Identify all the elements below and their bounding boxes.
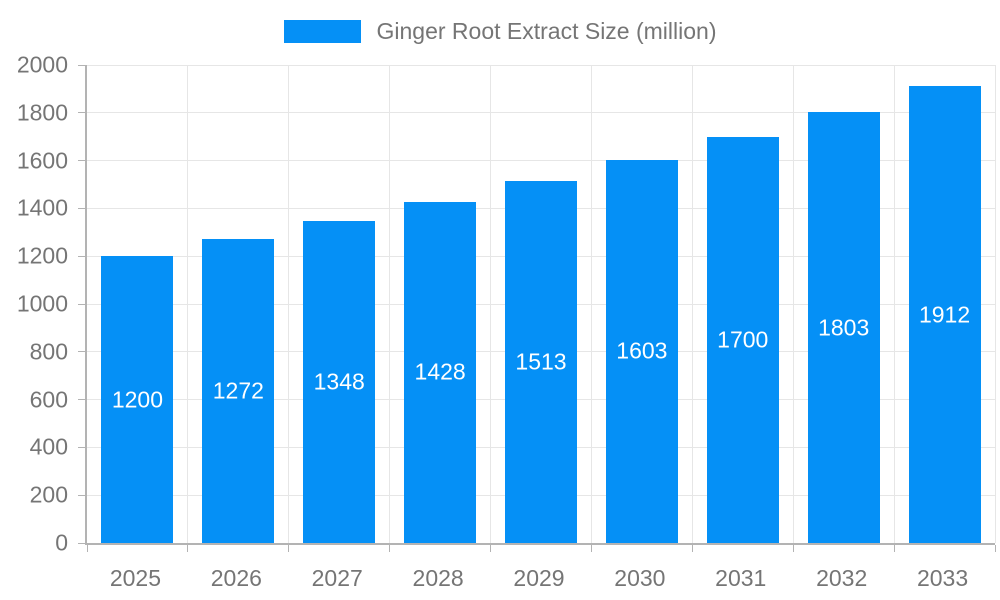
y-axis-tick [78, 207, 85, 209]
bar[interactable] [706, 136, 779, 543]
legend-swatch [283, 20, 361, 43]
x-axis-label: 2027 [311, 565, 363, 591]
gridline-vertical [288, 65, 290, 543]
y-axis-tick [78, 351, 85, 353]
gridline-vertical [389, 65, 391, 543]
bar-value-label: 1912 [918, 301, 971, 328]
y-axis-label: 200 [29, 481, 68, 508]
gridline-vertical [792, 65, 794, 543]
x-axis-tick [994, 545, 996, 552]
gridline-horizontal [87, 160, 995, 162]
x-axis-tick [590, 545, 592, 552]
y-axis-tick [78, 64, 85, 66]
bar-value-label: 1513 [515, 348, 567, 375]
x-axis-tick [187, 545, 189, 552]
gridline-vertical [490, 65, 492, 543]
gridline-vertical [590, 65, 592, 543]
bar[interactable] [908, 86, 981, 543]
x-axis: 2025 2026 2027 2028 2029 2030 2031 2032 2033 [85, 545, 993, 595]
x-axis-tick [288, 545, 290, 552]
y-axis-label: 1400 [16, 194, 68, 221]
x-axis-label: 2026 [210, 565, 262, 591]
y-axis-label: 800 [29, 338, 68, 365]
x-axis-label: 2032 [816, 565, 868, 591]
bar[interactable] [505, 181, 577, 543]
y-axis-tick [78, 542, 85, 544]
legend-label: Ginger Root Extract Size (million) [376, 18, 717, 44]
x-axis-label: 2033 [916, 565, 969, 591]
bar-value-label: 1700 [717, 326, 769, 353]
x-axis-tick [490, 545, 492, 552]
y-axis-label: 1000 [16, 290, 68, 317]
gridline-vertical [187, 65, 189, 543]
x-axis-label: 2029 [513, 565, 565, 591]
gridline-vertical [691, 65, 693, 543]
bar-value-label: 1348 [313, 368, 365, 395]
x-axis-label: 2030 [614, 565, 666, 591]
y-axis-label: 600 [29, 386, 68, 413]
x-axis-tick [792, 545, 794, 552]
bar[interactable] [404, 201, 477, 543]
bar[interactable] [303, 220, 376, 543]
gridline-vertical [893, 65, 895, 543]
y-axis-tick [78, 112, 85, 114]
y-axis-label: 2000 [16, 51, 68, 78]
legend-item[interactable]: Ginger Root Extract Size (million) [0, 18, 1000, 45]
x-axis-label: 2031 [715, 565, 767, 591]
bar-value-label: 1428 [414, 358, 466, 385]
gridline-vertical [994, 65, 996, 543]
y-axis-label: 400 [29, 433, 68, 460]
bar[interactable] [202, 239, 275, 543]
gridline-horizontal [87, 112, 995, 114]
x-axis-tick [691, 545, 693, 552]
y-axis-tick [78, 446, 85, 448]
plot-area: 1200 1272 1348 1428 1513 1603 1700 1803 1912 [78, 64, 996, 552]
bar-value-label: 1200 [111, 386, 164, 413]
y-axis: 0 200 400 600 800 1000 1200 1400 1600 1800 2000 [0, 52, 78, 556]
x-axis-label: 2028 [412, 565, 464, 591]
bar[interactable] [605, 159, 678, 543]
y-axis-tick [78, 494, 85, 496]
y-axis-label: 0 [55, 529, 68, 556]
bar[interactable] [101, 256, 174, 543]
gridline-horizontal [87, 64, 995, 66]
y-axis-tick [78, 160, 85, 162]
x-axis-tick [893, 545, 895, 552]
y-axis-tick [78, 399, 85, 401]
bar-value-label: 1272 [212, 377, 264, 404]
bar[interactable] [807, 112, 880, 543]
y-axis-label: 1800 [16, 99, 68, 126]
y-axis-tick [78, 303, 85, 305]
x-axis-tick [389, 545, 391, 552]
x-axis-label: 2025 [109, 565, 162, 591]
y-axis-tick [78, 255, 85, 257]
bar-value-label: 1803 [818, 314, 870, 341]
x-axis-tick [86, 545, 88, 552]
y-axis-label: 1600 [16, 147, 68, 174]
bar-value-label: 1603 [616, 337, 668, 364]
y-axis-label: 1200 [16, 242, 68, 269]
